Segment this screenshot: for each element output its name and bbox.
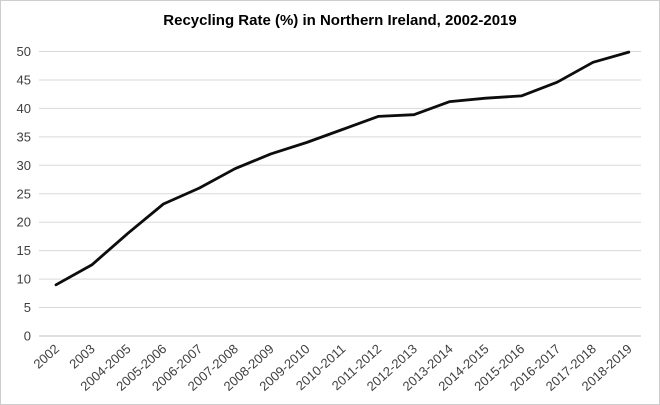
recycling-rate-series-line	[54, 50, 631, 287]
y-tick-label: 10	[17, 272, 31, 287]
y-tick-label: 45	[17, 72, 31, 87]
y-tick-label: 0	[24, 329, 31, 344]
y-tick-label: 20	[17, 215, 31, 230]
y-tick-label: 25	[17, 186, 31, 201]
y-tick-label: 50	[17, 44, 31, 59]
y-tick-label: 35	[17, 129, 31, 144]
x-tick-label: 2003	[66, 341, 98, 371]
y-axis-tick-labels: 0 5 10 15 20 25 30 35 40 45 50	[17, 44, 31, 344]
x-tick-label: 2002	[30, 341, 62, 371]
y-tick-label: 40	[17, 101, 31, 116]
y-tick-label: 15	[17, 243, 31, 258]
y-tick-label: 30	[17, 158, 31, 173]
chart-title: Recycling Rate (%) in Northern Ireland, …	[163, 12, 516, 29]
x-axis-tick-labels: 2002 20032004-20052005-20062006-20072007-…	[30, 341, 634, 394]
gridlines	[39, 51, 641, 337]
y-tick-label: 5	[24, 300, 31, 315]
